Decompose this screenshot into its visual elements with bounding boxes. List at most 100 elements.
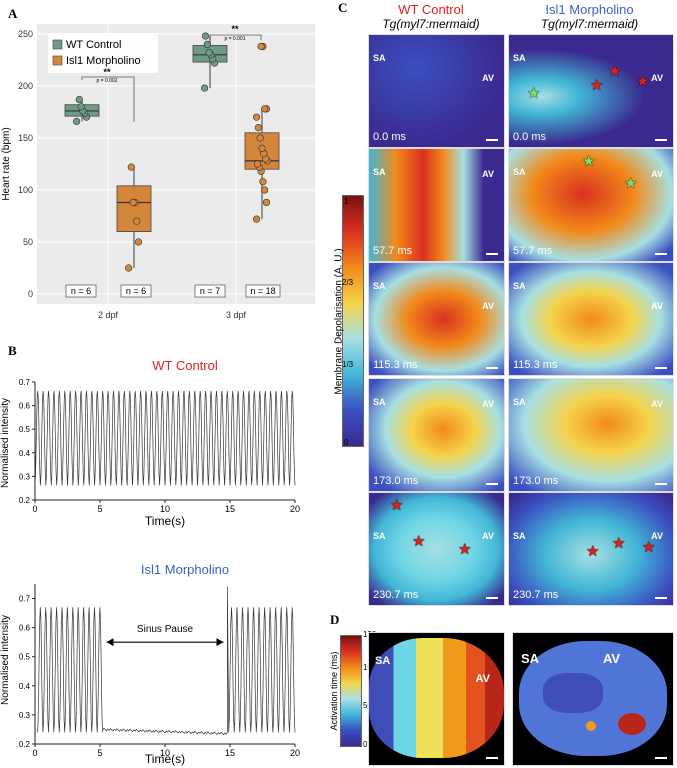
x-axis-label: Time(s) (145, 514, 185, 528)
initiation-star-icon: ★ (636, 73, 650, 90)
region-av-label: AV (482, 73, 494, 83)
scale-bar (486, 139, 498, 141)
trace-plot-isl1: 0 5 10 15 20 0.2 0.3 0.4 0.5 0.6 0.7 Sinus Pause No… (0, 584, 300, 766)
n-label: n = 6 (126, 286, 146, 296)
initiation-star-icon: ★ (527, 85, 541, 102)
initiation-star-icon: ★ (412, 533, 426, 550)
region-sa-label: SA (521, 651, 540, 666)
trace-plot-wt: 0 5 10 15 20 0.2 0.3 0.4 0.5 0.6 0.7 Normalised in… (0, 378, 300, 528)
panel-c-title-isl1: Isl1 Morpholino (545, 2, 634, 17)
region-av-label: AV (651, 73, 663, 83)
n-label: n = 6 (71, 286, 91, 296)
y-tick-label: 0.2 (19, 496, 31, 505)
colorbar-tick: 2/3 (342, 278, 354, 287)
region-sa-label: SA (373, 281, 386, 291)
scale-bar (655, 757, 667, 759)
activation-map-isl1: SA AV (512, 632, 674, 766)
initiation-star-icon: ★ (586, 543, 600, 560)
time-label: 115.3 ms (513, 359, 558, 371)
data-point (253, 160, 262, 168)
initiation-star-icon: ★ (624, 175, 638, 192)
data-point (75, 95, 83, 104)
scale-bar (655, 253, 667, 255)
colorbar-tick: 1/3 (342, 360, 354, 369)
x-tick-label: 0 (32, 504, 37, 514)
data-point (72, 117, 81, 125)
x-tick-label: 10 (160, 748, 170, 758)
region-sa-label: SA (513, 531, 526, 541)
y-tick-label: 0.4 (19, 682, 31, 691)
trace-line (34, 390, 296, 486)
sig-p-3dpf: p = 0.001 (225, 36, 246, 42)
legend-swatch-wt (52, 39, 63, 50)
panel-label-a: A (8, 6, 18, 21)
region-av-label: AV (482, 399, 494, 409)
scale-bar (486, 483, 498, 485)
y-tick-label: 200 (18, 81, 33, 91)
scale-bar (486, 253, 498, 255)
legend: WT Control Isl1 Morpholino (48, 33, 158, 73)
y-tick-label: 150 (18, 133, 33, 143)
time-label: 57.7 ms (513, 245, 553, 257)
heatmap-isl1-2: SA AV 115.3 ms (508, 262, 674, 376)
panel-label-d: D (330, 612, 340, 627)
scale-bar (486, 757, 498, 759)
time-label: 230.7 ms (373, 589, 419, 601)
heatmap-isl1-3: SA AV 173.0 ms (508, 378, 674, 492)
activation-tick: 0 (363, 740, 368, 749)
trace-line (37, 586, 296, 736)
scale-bar (655, 597, 667, 599)
colorbar-label: Membrane Depolarisation (A. U.) (333, 248, 345, 395)
scale-bar (655, 483, 667, 485)
y-tick-label: 0 (28, 289, 33, 299)
region-sa-label: SA (375, 655, 391, 667)
heatmap-wt-2: SA AV 115.3 ms (368, 262, 505, 376)
region-av-label: AV (475, 673, 490, 685)
initiation-star-icon: ★ (608, 63, 622, 80)
pause-arrow-head (106, 638, 114, 647)
data-point (127, 163, 135, 171)
heatmap-wt-3: SA AV 173.0 ms (368, 378, 505, 492)
y-tick-label: 0.2 (19, 740, 31, 749)
x-tick-label: 20 (290, 748, 300, 758)
y-tick-label: 0.7 (19, 595, 31, 604)
region-sa-label: SA (513, 167, 526, 177)
n-label: n = 7 (200, 286, 220, 296)
y-tick-label: 0.3 (19, 711, 31, 720)
time-label: 173.0 ms (373, 475, 419, 487)
data-point (201, 84, 209, 92)
scale-bar (655, 367, 667, 369)
legend-label-wt: WT Control (66, 39, 121, 51)
heatmap-wt-1: SA AV 57.7 ms (368, 148, 505, 262)
initiation-star-icon: ★ (390, 497, 404, 514)
data-point (254, 123, 262, 132)
activation-map-wt: SA AV (368, 632, 505, 766)
region-av-label: AV (651, 399, 663, 409)
panel-c-title-wt: WT Control (398, 2, 464, 17)
region-av-label: AV (651, 169, 663, 179)
heatmap-isl1-1: SA AV 57.7 ms ★ ★ (508, 148, 674, 262)
pause-arrow-head (216, 638, 224, 647)
sig-stars-3dpf: ** (231, 24, 239, 34)
region-av-label: AV (482, 169, 494, 179)
significance-2dpf: ** p = 0.002 (81, 67, 135, 122)
region-av-label: AV (482, 531, 494, 541)
y-tick-label: 100 (18, 185, 33, 195)
y-axis-label: Normalised intensity (0, 615, 11, 705)
region-sa-label: SA (373, 397, 386, 407)
region-sa-label: SA (513, 281, 526, 291)
x-tick-label: 15 (225, 748, 235, 758)
sinus-pause-label: Sinus Pause (137, 624, 194, 635)
trace-title-wt: WT Control (152, 358, 218, 373)
region-sa-label: SA (513, 397, 526, 407)
panel-label-b: B (8, 343, 17, 358)
x-tick-label: 5 (97, 748, 102, 758)
panel-label-c: C (338, 0, 348, 15)
legend-label-isl1: Isl1 Morpholino (66, 55, 141, 67)
scale-bar (486, 367, 498, 369)
y-tick-label: 0.7 (19, 378, 31, 387)
initiation-star-icon: ★ (612, 535, 626, 552)
data-point (258, 144, 266, 152)
data-point (257, 42, 265, 51)
n-label: n = 18 (250, 286, 275, 296)
